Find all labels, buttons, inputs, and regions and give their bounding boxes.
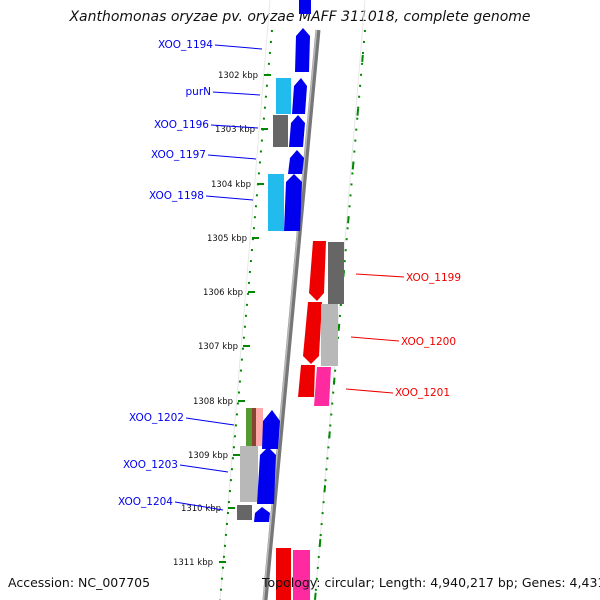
ruler-tick-label: 1309 kbp — [188, 451, 228, 461]
gene-block-xoo-1196-gray[interactable] — [273, 115, 288, 147]
ruler-tick-label: 1302 kbp — [218, 71, 258, 81]
gene-block-xoo-1202[interactable] — [262, 410, 280, 449]
ruler-tick-label: 1311 kbp — [173, 558, 213, 568]
gene-label[interactable]: XOO_1198 — [149, 190, 204, 202]
gene-block-xoo-1200[interactable] — [303, 302, 322, 364]
gene-labels: XOO_1194 purN XOO_1196 XOO_1197 XOO_1198 XOO_… — [118, 39, 461, 511]
gene-block-xoo-1203[interactable] — [257, 447, 276, 504]
gene-label[interactable]: XOO_1201 — [395, 387, 450, 399]
ruler-tick-label: 1307 kbp — [198, 342, 238, 352]
gene-label-leader — [350, 336, 400, 342]
ruler-tick-label: 1308 kbp — [193, 397, 233, 407]
gene-label[interactable]: XOO_1204 — [118, 496, 173, 508]
gene-label-leader — [179, 464, 229, 473]
ruler-tick-label: 1305 kbp — [207, 234, 247, 244]
gene-block-xoo-1196[interactable] — [289, 115, 305, 147]
gene-label[interactable]: XOO_1197 — [151, 149, 206, 161]
gene-label-leader — [355, 273, 405, 278]
gene-label[interactable]: XOO_1196 — [154, 119, 209, 131]
gene-block-xoo-1204-gray[interactable] — [237, 505, 252, 520]
gene-block-xoo-1194[interactable] — [295, 28, 310, 72]
gene-block-xoo-1202-green[interactable] — [246, 408, 252, 446]
gene-block-xoo-1202-pink[interactable] — [256, 408, 263, 446]
gene-block-bottom-pink[interactable] — [293, 550, 310, 600]
gene-label-leader — [207, 154, 257, 160]
gene-label-leader — [214, 44, 263, 50]
gene-block-xoo-1199[interactable] — [309, 241, 326, 301]
genome-summary: Topology: circular; Length: 4,940,217 bp… — [262, 575, 600, 590]
gene-label-leader — [345, 388, 394, 394]
ruler-ticks: 1302 kbp 1303 kbp 1304 kbp 1305 kbp 1306 kbp… — [173, 71, 271, 568]
tick-rail-right — [314, 29, 366, 600]
accession-label: Accession: NC_007705 — [8, 575, 151, 590]
gene-label-leader — [205, 195, 254, 201]
gene-label-leader — [212, 91, 261, 96]
gene-label[interactable]: XOO_1199 — [406, 272, 461, 284]
gene-block-bottom-red[interactable] — [276, 548, 291, 600]
gene-label-leader — [185, 417, 235, 426]
gene-label-leader — [210, 124, 259, 129]
gene-block-xoo-1201-pink[interactable] — [314, 367, 331, 406]
gene-block-xoo-1199-gray[interactable] — [328, 242, 344, 304]
gene-label-leader — [174, 501, 224, 511]
genome-backbone-highlight — [262, 29, 318, 600]
gene-block-xoo-1197[interactable] — [288, 150, 304, 174]
gene-block-xoo-1200-gray[interactable] — [321, 304, 338, 366]
gene-block-top-cont[interactable] — [299, 0, 311, 14]
gene-block-xoo-1202-olive[interactable] — [252, 408, 256, 446]
map-title: Xanthomonas oryzae pv. oryzae MAFF 31101… — [69, 9, 531, 25]
gene-block-xoo-1198-cyan[interactable] — [268, 174, 284, 231]
gene-block-xoo-1203-gray[interactable] — [240, 446, 258, 502]
ruler-tick-label: 1303 kbp — [215, 125, 255, 135]
ruler-tick-label: 1310 kbp — [181, 504, 221, 514]
tick-rail-left — [219, 29, 273, 600]
gene-block-xoo-1198[interactable] — [284, 174, 302, 231]
gene-label[interactable]: XOO_1200 — [401, 336, 456, 348]
ruler-tick-label: 1304 kbp — [211, 180, 251, 190]
genome-backbone — [262, 29, 321, 600]
gene-label[interactable]: XOO_1194 — [158, 39, 213, 51]
ruler-tick-label: 1306 kbp — [203, 288, 243, 298]
gene-block-purn-cyan[interactable] — [276, 78, 291, 114]
guide-line-left — [219, 0, 271, 600]
gene-label[interactable]: XOO_1202 — [129, 412, 184, 424]
gene-label[interactable]: purN — [186, 86, 212, 98]
gene-label[interactable]: XOO_1203 — [123, 459, 178, 471]
gene-block-purn[interactable] — [292, 78, 307, 114]
gene-block-xoo-1204[interactable] — [254, 507, 270, 522]
gene-block-xoo-1201[interactable] — [298, 365, 315, 397]
